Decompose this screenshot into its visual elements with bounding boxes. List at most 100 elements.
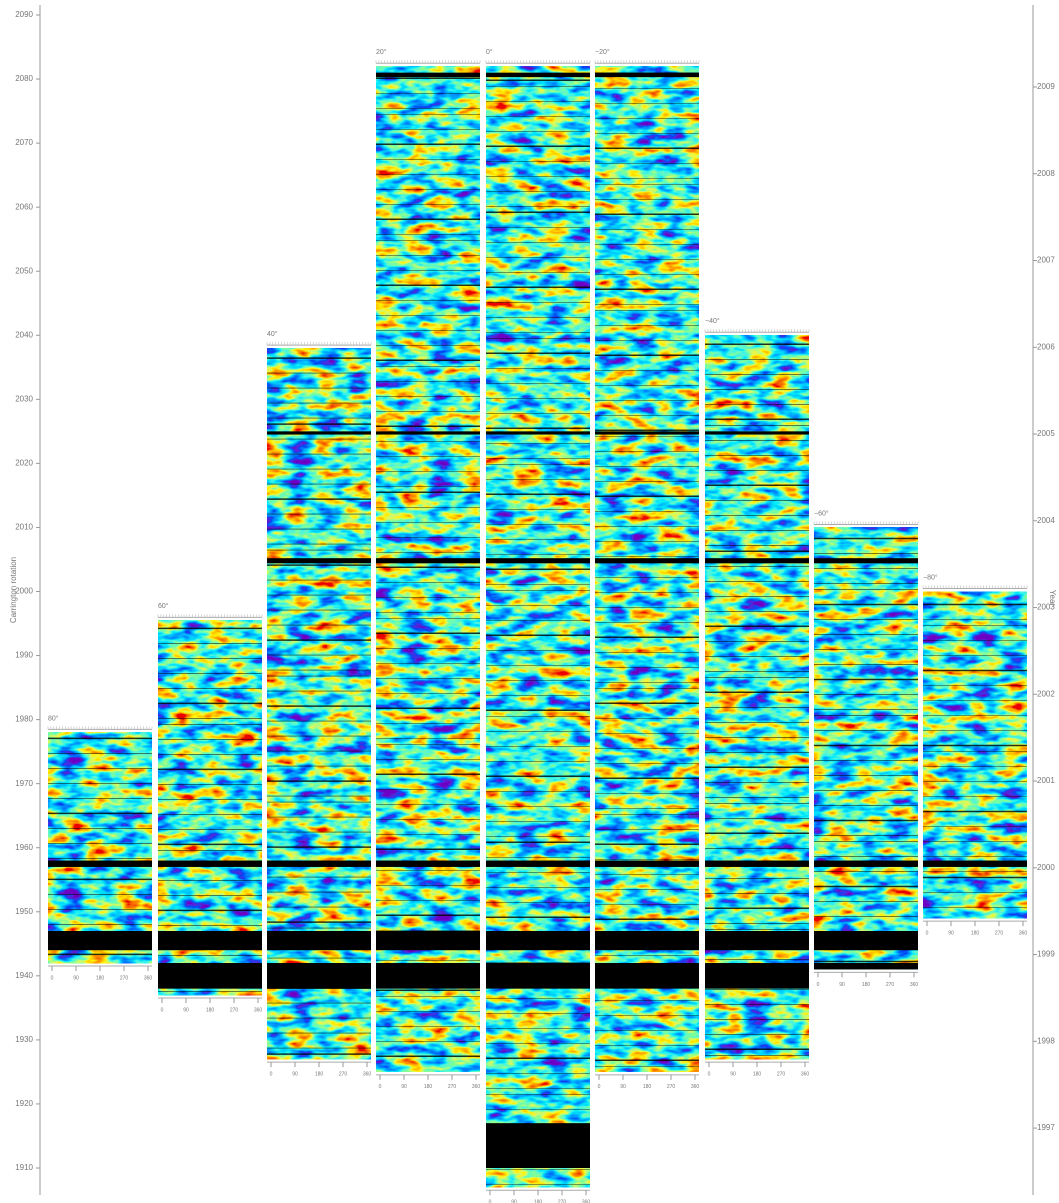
panel: 40° 0 90 180 270 360	[266, 330, 372, 1077]
y-tick-label: 1930	[15, 1035, 33, 1044]
y-tick-label: 2090	[15, 10, 33, 19]
panel-label: 40°	[267, 330, 278, 338]
data-gap	[486, 431, 590, 435]
y2-tick-label: 1997	[1037, 1123, 1055, 1132]
x-tick-label: 360	[691, 1084, 700, 1090]
panel: 60° 0 90 180 270 360	[157, 602, 263, 1013]
data-gap	[267, 930, 371, 951]
data-gap	[48, 860, 152, 867]
x-tick-label: 270	[886, 982, 895, 988]
data-gap	[267, 860, 371, 867]
x-tick-label: 270	[339, 1071, 348, 1077]
panel-label: 60°	[158, 602, 169, 610]
data-gap	[267, 558, 371, 564]
y-tick-label: 1920	[15, 1099, 33, 1108]
y2-axis-label: Year	[1048, 590, 1057, 607]
x-tick-label: 360	[363, 1071, 372, 1077]
x-tick-label: 270	[558, 1200, 567, 1203]
data-gap	[595, 930, 699, 951]
x-tick-label: 90	[620, 1084, 626, 1090]
data-gap	[267, 963, 371, 989]
x-tick-label: 360	[582, 1200, 591, 1203]
data-gap	[595, 72, 699, 78]
x-tick-label: 180	[534, 1200, 543, 1203]
panel-map	[705, 335, 809, 1060]
x-tick-label: 0	[51, 975, 54, 981]
y-tick-label: 1970	[15, 779, 33, 788]
x-tick-label: 0	[161, 1007, 164, 1013]
x-tick-label: 90	[401, 1084, 407, 1090]
data-gap	[486, 963, 590, 989]
y2-tick-label: 2005	[1037, 429, 1055, 438]
data-gap	[814, 963, 918, 970]
data-gap	[376, 431, 480, 435]
y-tick-label: 2040	[15, 330, 33, 339]
panel: 0° 0 90 180 270 360	[485, 48, 591, 1203]
y2-tick-label: 2009	[1037, 82, 1055, 91]
data-gap	[595, 558, 699, 564]
data-gap	[486, 558, 590, 564]
x-tick-label: 180	[206, 1007, 215, 1013]
x-tick-label: 90	[511, 1200, 517, 1203]
x-tick-label: 360	[144, 975, 153, 981]
y2-tick-label: 2008	[1037, 169, 1055, 178]
data-gap	[705, 558, 809, 564]
data-gap	[814, 930, 918, 951]
x-tick-label: 0	[489, 1200, 492, 1203]
x-tick-label: 360	[254, 1007, 263, 1013]
panel-label: 80°	[48, 714, 59, 722]
y-tick-label: 1910	[15, 1163, 33, 1172]
y-tick-label: 2050	[15, 266, 33, 275]
y-tick-label: 2060	[15, 202, 33, 211]
y-tick-label: 1990	[15, 651, 33, 660]
x-tick-label: 0	[926, 931, 929, 937]
panel-label: −20°	[595, 48, 610, 56]
data-gap	[595, 860, 699, 867]
y2-tick-label: 2007	[1037, 256, 1055, 265]
x-tick-label: 90	[73, 975, 79, 981]
x-tick-label: 270	[777, 1071, 786, 1077]
x-tick-label: 90	[839, 982, 845, 988]
x-tick-label: 270	[667, 1084, 676, 1090]
data-gap	[595, 963, 699, 989]
panel: 20° 0 90 180 270 360	[375, 48, 481, 1090]
panel-map	[376, 66, 480, 1072]
x-tick-label: 180	[96, 975, 105, 981]
data-gap	[486, 1123, 590, 1168]
x-tick-label: 360	[801, 1071, 810, 1077]
panel: −40° 0 90 180 270 360	[704, 317, 810, 1077]
x-tick-label: 0	[817, 982, 820, 988]
data-gap	[486, 860, 590, 867]
x-tick-label: 180	[424, 1084, 433, 1090]
y-tick-label: 1960	[15, 843, 33, 852]
panel-map	[814, 527, 918, 970]
data-gap	[376, 860, 480, 867]
x-tick-label: 360	[910, 982, 919, 988]
x-tick-label: 0	[598, 1084, 601, 1090]
data-gap	[486, 72, 590, 78]
panel-label: 0°	[486, 48, 493, 56]
y2-tick-label: 2001	[1037, 776, 1055, 785]
x-tick-label: 360	[472, 1084, 481, 1090]
panel-label: −40°	[705, 317, 720, 325]
x-tick-label: 180	[315, 1071, 324, 1077]
data-gap	[158, 963, 262, 989]
panel-map	[595, 66, 699, 1072]
panel-label: −80°	[923, 573, 938, 581]
panel: −20° 0 90 180 270 360	[594, 48, 700, 1090]
y-tick-label: 2070	[15, 138, 33, 147]
x-tick-label: 90	[292, 1071, 298, 1077]
x-tick-label: 0	[708, 1071, 711, 1077]
y2-tick-label: 1999	[1037, 950, 1055, 959]
data-gap	[486, 930, 590, 951]
x-tick-label: 270	[448, 1084, 457, 1090]
data-gap	[376, 963, 480, 989]
data-gap	[595, 431, 699, 435]
panel: −80° 0 90 180 270 360	[922, 573, 1028, 937]
y-axis-label: Carrington rotation	[9, 557, 18, 623]
x-tick-label: 360	[1019, 931, 1028, 937]
data-gap	[48, 930, 152, 951]
data-gap	[705, 431, 809, 435]
x-tick-label: 180	[643, 1084, 652, 1090]
